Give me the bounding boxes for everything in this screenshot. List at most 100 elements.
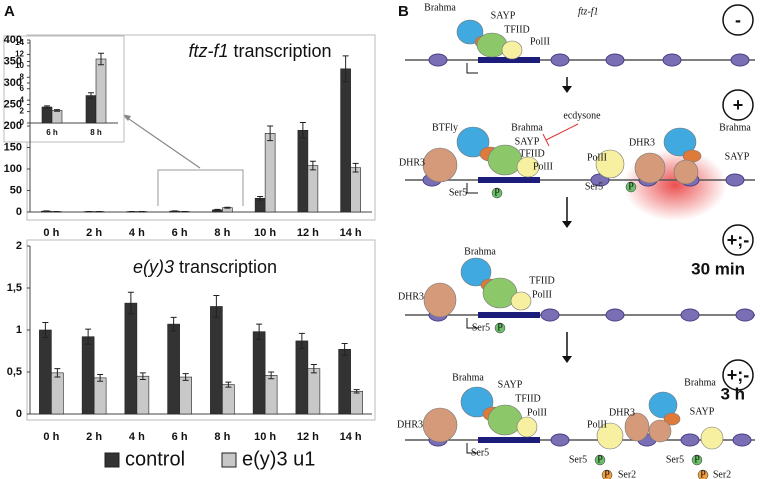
- bar: [51, 372, 64, 415]
- diagram-label: P: [497, 322, 503, 333]
- bar: [350, 391, 363, 415]
- x-tick-label: 10 h: [254, 431, 276, 443]
- error-bar: [342, 55, 349, 83]
- protein: [648, 391, 678, 419]
- y-tick-label: 0: [20, 118, 25, 127]
- zoom-arrow: [125, 116, 201, 169]
- diagram-label: PolII: [530, 36, 550, 47]
- bar: [350, 167, 361, 213]
- error-bar: [225, 381, 232, 388]
- nucleosome: [680, 433, 700, 447]
- protein: [456, 126, 490, 158]
- diagram-label: PolII: [533, 161, 553, 172]
- diagram-label: Ser2: [713, 469, 731, 479]
- error-bar: [98, 52, 104, 66]
- diagram-label: SAYP: [491, 10, 516, 21]
- error-bar: [267, 125, 274, 142]
- error-bar: [353, 389, 360, 394]
- diagram-label: P: [597, 454, 603, 465]
- error-bar: [299, 122, 306, 139]
- diagram-label: TFIID: [504, 24, 530, 35]
- diagram-label: TFIID: [515, 393, 541, 404]
- y-tick-label: 1,5: [7, 282, 22, 294]
- protein: [595, 149, 625, 179]
- protein: [596, 422, 624, 450]
- gene-name: ftz-f1: [578, 6, 599, 17]
- bar: [41, 106, 53, 124]
- y-tick-label: 0: [16, 206, 22, 218]
- protein: [516, 156, 540, 178]
- panel-label: B: [398, 3, 409, 20]
- protein: [700, 426, 724, 450]
- panel-label: A: [4, 3, 15, 20]
- bar: [222, 384, 235, 415]
- protein: [460, 257, 492, 287]
- error-bar: [182, 373, 189, 381]
- diagram-label: Ser5: [472, 322, 490, 333]
- nucleosome: [605, 308, 625, 322]
- protein: [510, 291, 532, 311]
- error-bar: [85, 328, 92, 345]
- error-bar: [268, 371, 275, 380]
- y-tick-label: 400: [4, 34, 22, 46]
- diagram-label: PolII: [532, 289, 552, 300]
- error-bar: [256, 323, 263, 340]
- x-tick-label: 2 h: [86, 431, 102, 443]
- phospho: [594, 454, 606, 466]
- diagram-label: SAYP: [690, 406, 715, 417]
- diagram-label: Brahma: [511, 122, 543, 133]
- x-tick-label: 4 h: [129, 227, 145, 239]
- diagram-label: DHR3: [399, 157, 425, 168]
- bar: [93, 377, 107, 415]
- protein: [422, 147, 458, 183]
- bar: [264, 133, 276, 213]
- diagram-label: Brahma: [684, 377, 716, 388]
- diagram-label: SAYP: [515, 136, 540, 147]
- diagram-label: ecdysone: [563, 110, 601, 121]
- protein: [634, 152, 666, 184]
- y-tick-label: 350: [4, 55, 22, 67]
- phospho: [494, 322, 506, 334]
- diagram-label: Brahma: [719, 122, 751, 133]
- inhibition-bar: [542, 133, 550, 147]
- promoter-arrow: [466, 63, 478, 74]
- y-tick-label: 0,5: [7, 366, 22, 378]
- state-badge: [722, 224, 754, 256]
- diagram-label: PolII: [527, 407, 547, 418]
- x-tick-label: 12 h: [297, 431, 319, 443]
- error-bar: [88, 92, 94, 99]
- gene-body: [478, 437, 540, 443]
- state-badge: [722, 89, 754, 121]
- x-tick-label: 14 h: [340, 227, 362, 239]
- diagram-label: DHR3: [629, 137, 655, 148]
- state-badge: [722, 359, 754, 391]
- diagram-label: DHR3: [398, 291, 424, 302]
- bar: [85, 95, 97, 124]
- state-sign: +: [733, 95, 744, 115]
- y-tick-label: 2: [20, 107, 25, 116]
- y-tick-label: 8: [20, 72, 25, 81]
- diagram-label: Ser5: [449, 187, 467, 198]
- diagram-label: Ser5: [666, 454, 684, 465]
- nucleosome: [680, 308, 700, 322]
- bar: [297, 130, 309, 213]
- chart-title: e(y)3 transcription: [133, 257, 277, 277]
- error-bar: [127, 291, 134, 315]
- error-bar: [97, 374, 104, 382]
- state-sign: -: [735, 10, 741, 30]
- protein: [423, 282, 457, 318]
- y-tick-label: 14: [15, 38, 24, 47]
- state-sign: +;-: [727, 230, 750, 250]
- y-tick-label: 1: [16, 324, 22, 336]
- error-bar: [42, 321, 49, 339]
- error-bar: [214, 208, 221, 211]
- bar: [307, 165, 319, 213]
- diagram-label: SAYP: [725, 151, 750, 162]
- nucleosome: [725, 173, 745, 187]
- y-tick-label: 250: [4, 98, 22, 110]
- diagram-label: Ser5: [471, 447, 489, 458]
- diagram-label: P: [628, 181, 634, 192]
- bar: [295, 340, 309, 415]
- error-bar: [44, 105, 50, 109]
